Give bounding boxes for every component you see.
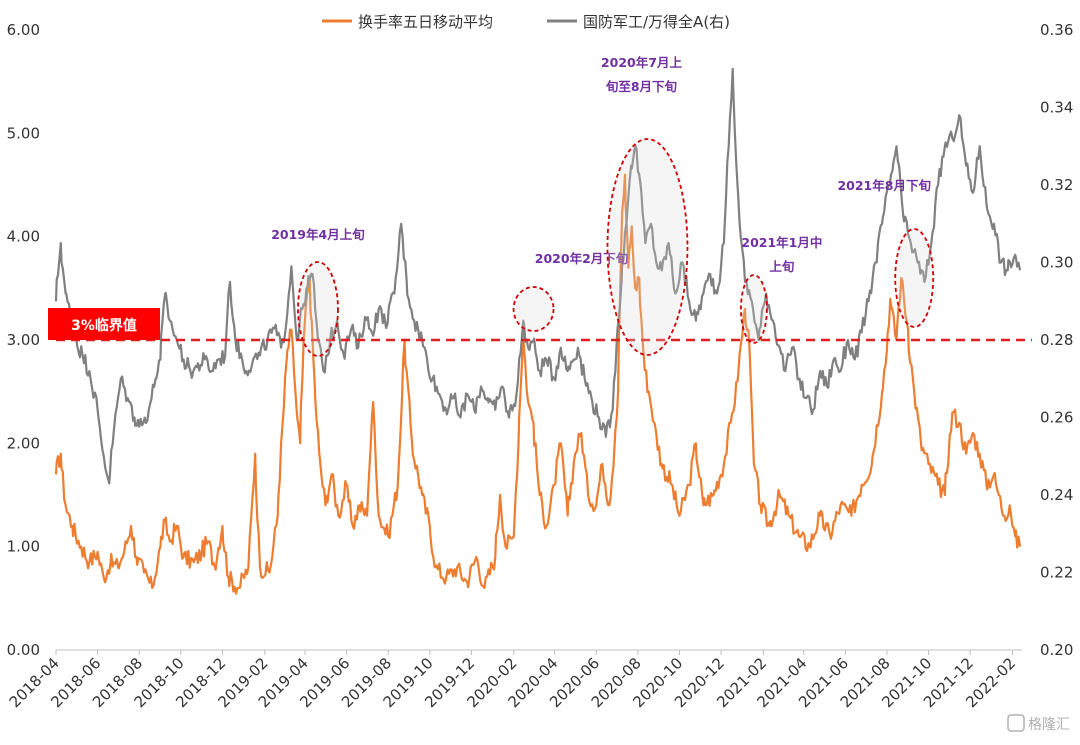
y-right-tick-label: 0.20 — [1040, 641, 1073, 659]
annotation-ellipse — [512, 286, 555, 332]
y-right-tick-label: 0.36 — [1040, 21, 1073, 39]
annotation-label: 上旬 — [769, 259, 794, 274]
annotation-ellipse — [297, 261, 339, 357]
watermark-text: 格隆汇 — [1028, 717, 1070, 733]
series-layer — [54, 67, 1022, 595]
threshold: 3%临界值 — [48, 308, 1032, 342]
y-right-tick-label: 0.26 — [1040, 409, 1073, 427]
watermark: 格隆汇 — [1007, 714, 1070, 733]
series-line-ratio — [54, 67, 1022, 485]
y-left-tick-label: 2.00 — [7, 434, 40, 452]
y-left-tick-label: 5.00 — [7, 124, 40, 142]
y-left-tick-label: 6.00 — [7, 21, 40, 39]
threshold-label: 3%临界值 — [71, 317, 137, 334]
y-left-tick-label: 4.00 — [7, 228, 40, 246]
y-axis-left: 0.00 1.00 2.00 3.00 4.00 5.00 6.00 — [7, 21, 40, 659]
y-right-tick-label: 0.32 — [1040, 176, 1073, 194]
annotation-label: 2020年7月上 — [601, 55, 682, 70]
y-left-tick-label: 1.00 — [7, 538, 40, 556]
legend-label-ratio: 国防军工/万得全A(右) — [583, 13, 730, 31]
y-right-tick-label: 0.28 — [1040, 331, 1073, 349]
y-axis-right: 0.20 0.22 0.24 0.26 0.28 0.30 0.32 0.34 0.36 — [1040, 21, 1073, 659]
y-left-tick-label: 0.00 — [7, 641, 40, 659]
watermark-icon — [1007, 714, 1025, 732]
y-left-tick-label: 3.00 — [7, 331, 40, 349]
annotation-label: 旬至8月下旬 — [605, 79, 677, 94]
annotation-label: 2019年4月上旬 — [271, 227, 365, 242]
series-line-turnover — [54, 173, 1022, 595]
annotation-ellipse — [606, 138, 689, 356]
y-right-tick-label: 0.30 — [1040, 254, 1073, 272]
y-right-tick-label: 0.24 — [1040, 486, 1073, 504]
x-axis: 2018-042018-062018-082018-102018-122019-… — [6, 649, 1022, 711]
annotation-label: 2021年1月中 — [741, 235, 822, 250]
legend-label-turnover: 换手率五日移动平均 — [358, 13, 493, 31]
annotation-label: 2021年8月下旬 — [837, 178, 931, 193]
annotation-label: 2020年2月下旬 — [535, 251, 629, 266]
annotation-ellipse — [894, 228, 935, 328]
y-right-tick-label: 0.22 — [1040, 564, 1073, 582]
threshold-label-box — [48, 308, 160, 340]
y-right-tick-label: 0.34 — [1040, 99, 1073, 117]
annotation-ellipse — [739, 274, 768, 344]
legend: 换手率五日移动平均 国防军工/万得全A(右) — [322, 13, 730, 31]
